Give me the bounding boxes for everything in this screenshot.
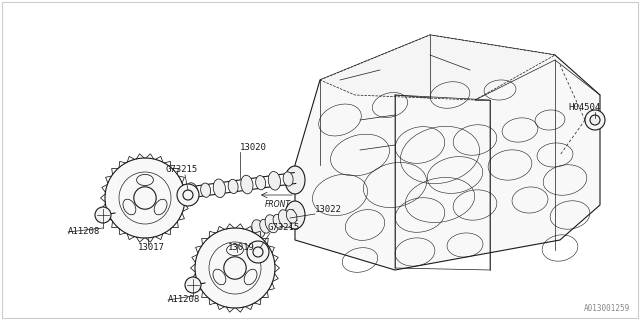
Ellipse shape xyxy=(136,174,154,186)
Ellipse shape xyxy=(268,172,280,190)
Circle shape xyxy=(177,184,199,206)
Ellipse shape xyxy=(186,183,198,201)
Ellipse shape xyxy=(283,172,293,186)
Text: 13017: 13017 xyxy=(138,244,165,252)
Ellipse shape xyxy=(273,214,284,228)
Circle shape xyxy=(585,110,605,130)
Ellipse shape xyxy=(260,219,270,233)
Ellipse shape xyxy=(154,199,167,215)
Circle shape xyxy=(247,241,269,263)
Ellipse shape xyxy=(123,199,136,215)
Circle shape xyxy=(185,277,201,293)
Text: A11208: A11208 xyxy=(68,228,100,236)
Text: 13019: 13019 xyxy=(228,244,255,252)
Circle shape xyxy=(95,207,111,223)
Circle shape xyxy=(224,257,246,279)
Text: G73215: G73215 xyxy=(268,223,300,233)
Ellipse shape xyxy=(228,179,238,194)
Ellipse shape xyxy=(285,166,305,194)
Text: 13022: 13022 xyxy=(315,205,342,214)
Polygon shape xyxy=(320,35,555,100)
Circle shape xyxy=(105,158,185,238)
Circle shape xyxy=(183,190,193,200)
Ellipse shape xyxy=(244,269,257,285)
Ellipse shape xyxy=(252,220,265,238)
Text: G73215: G73215 xyxy=(165,165,197,174)
Ellipse shape xyxy=(227,244,243,256)
Circle shape xyxy=(590,115,600,125)
Circle shape xyxy=(253,247,263,257)
Text: A013001259: A013001259 xyxy=(584,304,630,313)
Text: 13020: 13020 xyxy=(240,143,267,153)
Ellipse shape xyxy=(278,210,292,228)
Ellipse shape xyxy=(255,176,266,190)
Ellipse shape xyxy=(241,175,253,194)
Circle shape xyxy=(134,187,156,209)
Text: A11208: A11208 xyxy=(168,295,200,305)
Circle shape xyxy=(195,228,275,308)
Ellipse shape xyxy=(285,201,305,229)
Text: FRONT: FRONT xyxy=(265,200,291,209)
Text: H04504: H04504 xyxy=(568,103,600,113)
Ellipse shape xyxy=(213,269,226,285)
Ellipse shape xyxy=(286,209,297,223)
Ellipse shape xyxy=(213,179,225,198)
Ellipse shape xyxy=(200,183,211,197)
Polygon shape xyxy=(295,35,600,270)
Ellipse shape xyxy=(265,215,278,233)
